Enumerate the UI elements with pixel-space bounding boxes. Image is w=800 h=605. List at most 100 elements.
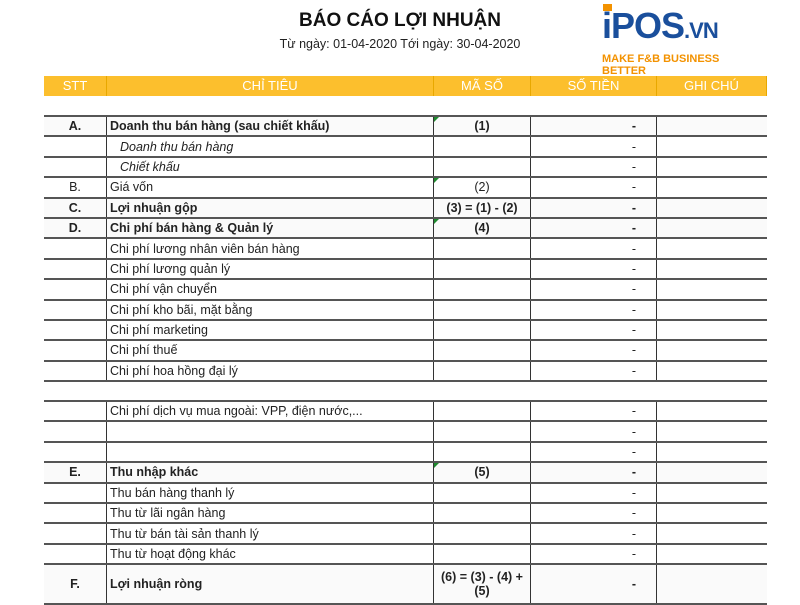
cell-ma-so[interactable]: (1)	[434, 117, 531, 136]
cell-stt[interactable]	[44, 544, 107, 564]
cell-stt[interactable]	[44, 137, 107, 156]
cell-chi-tieu[interactable]: Thu nhập khác	[107, 463, 434, 482]
cell-stt[interactable]	[44, 157, 107, 177]
cell-ghi-chu[interactable]	[657, 422, 767, 440]
cell-stt[interactable]	[44, 320, 107, 340]
cell-ghi-chu[interactable]	[657, 219, 767, 237]
cell-so-tien[interactable]: -	[531, 463, 657, 482]
cell-ma-so[interactable]	[434, 402, 531, 421]
cell-ma-so[interactable]	[434, 503, 531, 523]
cell-ma-so[interactable]	[434, 157, 531, 177]
cell-stt[interactable]	[44, 280, 107, 299]
cell-so-tien[interactable]: -	[531, 402, 657, 421]
cell-so-tien[interactable]: -	[531, 117, 657, 136]
cell-chi-tieu[interactable]: Chi phí thuế	[107, 341, 434, 360]
cell-ma-so[interactable]	[434, 259, 531, 279]
cell-ghi-chu[interactable]	[657, 565, 767, 603]
cell-ghi-chu[interactable]	[657, 341, 767, 359]
cell-ma-so[interactable]	[434, 422, 531, 441]
cell-ma-so[interactable]	[434, 137, 531, 156]
cell-so-tien[interactable]: -	[531, 157, 657, 177]
cell-ma-so[interactable]: (6) = (3) - (4) + (5)	[434, 565, 531, 604]
cell-chi-tieu[interactable]	[107, 422, 434, 441]
cell-stt[interactable]	[44, 239, 107, 258]
cell-ma-so[interactable]	[434, 239, 531, 258]
cell-so-tien[interactable]: -	[531, 280, 657, 299]
cell-ghi-chu[interactable]	[657, 158, 767, 176]
cell-so-tien[interactable]: -	[531, 178, 657, 197]
cell-ghi-chu[interactable]	[657, 524, 767, 542]
cell-chi-tieu[interactable]: Lợi nhuận gộp	[107, 198, 434, 217]
cell-so-tien[interactable]: -	[531, 565, 657, 604]
cell-so-tien[interactable]: -	[531, 442, 657, 462]
cell-ghi-chu[interactable]	[657, 362, 767, 380]
cell-ghi-chu[interactable]	[657, 239, 767, 257]
cell-ghi-chu[interactable]	[657, 199, 767, 217]
cell-so-tien[interactable]: -	[531, 483, 657, 502]
cell-chi-tieu[interactable]: Thu bán hàng thanh lý	[107, 483, 434, 502]
cell-ghi-chu[interactable]	[657, 463, 767, 481]
cell-ghi-chu[interactable]	[657, 260, 767, 278]
cell-ma-so[interactable]	[434, 300, 531, 319]
cell-ghi-chu[interactable]	[657, 178, 767, 196]
cell-ghi-chu[interactable]	[657, 321, 767, 339]
cell-chi-tieu[interactable]: Thu từ bán tài sản thanh lý	[107, 524, 434, 543]
cell-ghi-chu[interactable]	[657, 117, 767, 135]
cell-stt[interactable]: F.	[44, 565, 107, 604]
cell-chi-tieu[interactable]	[107, 442, 434, 462]
cell-stt[interactable]	[44, 402, 107, 421]
cell-chi-tieu[interactable]: Thu từ hoạt động khác	[107, 544, 434, 564]
cell-so-tien[interactable]: -	[531, 137, 657, 156]
cell-ma-so[interactable]	[434, 280, 531, 299]
cell-ghi-chu[interactable]	[657, 280, 767, 298]
cell-chi-tieu[interactable]: Lợi nhuận ròng	[107, 565, 434, 604]
cell-so-tien[interactable]: -	[531, 524, 657, 543]
cell-stt[interactable]	[44, 483, 107, 502]
cell-stt[interactable]: C.	[44, 198, 107, 217]
cell-stt[interactable]: A.	[44, 117, 107, 136]
cell-chi-tieu[interactable]: Chi phí dịch vụ mua ngoài: VPP, điện nướ…	[107, 402, 434, 421]
cell-ma-so[interactable]	[434, 524, 531, 543]
cell-chi-tieu[interactable]: Chi phí bán hàng & Quản lý	[107, 218, 434, 238]
cell-ma-so[interactable]: (2)	[434, 178, 531, 197]
cell-chi-tieu[interactable]: Doanh thu bán hàng	[107, 137, 434, 156]
cell-ghi-chu[interactable]	[657, 443, 767, 461]
cell-chi-tieu[interactable]: Chi phí marketing	[107, 320, 434, 340]
cell-stt[interactable]	[44, 259, 107, 279]
cell-ma-so[interactable]: (4)	[434, 218, 531, 238]
cell-stt[interactable]	[44, 300, 107, 319]
cell-ma-so[interactable]	[434, 361, 531, 381]
cell-chi-tieu[interactable]: Giá vốn	[107, 178, 434, 197]
cell-ma-so[interactable]	[434, 341, 531, 360]
cell-chi-tieu[interactable]: Chi phí kho bãi, mặt bằng	[107, 300, 434, 319]
cell-stt[interactable]	[44, 361, 107, 381]
cell-so-tien[interactable]: -	[531, 198, 657, 217]
cell-ma-so[interactable]	[434, 483, 531, 502]
cell-ma-so[interactable]: (5)	[434, 463, 531, 482]
cell-ma-so[interactable]	[434, 442, 531, 462]
cell-stt[interactable]	[44, 524, 107, 543]
cell-stt[interactable]	[44, 422, 107, 441]
cell-chi-tieu[interactable]: Doanh thu bán hàng (sau chiết khấu)	[107, 117, 434, 136]
cell-so-tien[interactable]: -	[531, 259, 657, 279]
cell-ghi-chu[interactable]	[657, 402, 767, 420]
cell-so-tien[interactable]: -	[531, 218, 657, 238]
cell-stt[interactable]	[44, 503, 107, 523]
cell-stt[interactable]: B.	[44, 178, 107, 197]
cell-so-tien[interactable]: -	[531, 503, 657, 523]
cell-chi-tieu[interactable]: Chi phí lương nhân viên bán hàng	[107, 239, 434, 258]
cell-chi-tieu[interactable]: Chiết khấu	[107, 157, 434, 177]
cell-so-tien[interactable]: -	[531, 320, 657, 340]
cell-ghi-chu[interactable]	[657, 545, 767, 563]
cell-ma-so[interactable]	[434, 320, 531, 340]
cell-ma-so[interactable]	[434, 544, 531, 564]
cell-ghi-chu[interactable]	[657, 504, 767, 522]
cell-so-tien[interactable]: -	[531, 239, 657, 258]
cell-chi-tieu[interactable]: Chi phí vận chuyển	[107, 280, 434, 299]
cell-so-tien[interactable]: -	[531, 341, 657, 360]
cell-so-tien[interactable]: -	[531, 361, 657, 381]
cell-stt[interactable]	[44, 442, 107, 462]
cell-chi-tieu[interactable]: Chi phí lương quản lý	[107, 259, 434, 279]
cell-stt[interactable]: D.	[44, 218, 107, 238]
cell-so-tien[interactable]: -	[531, 544, 657, 564]
